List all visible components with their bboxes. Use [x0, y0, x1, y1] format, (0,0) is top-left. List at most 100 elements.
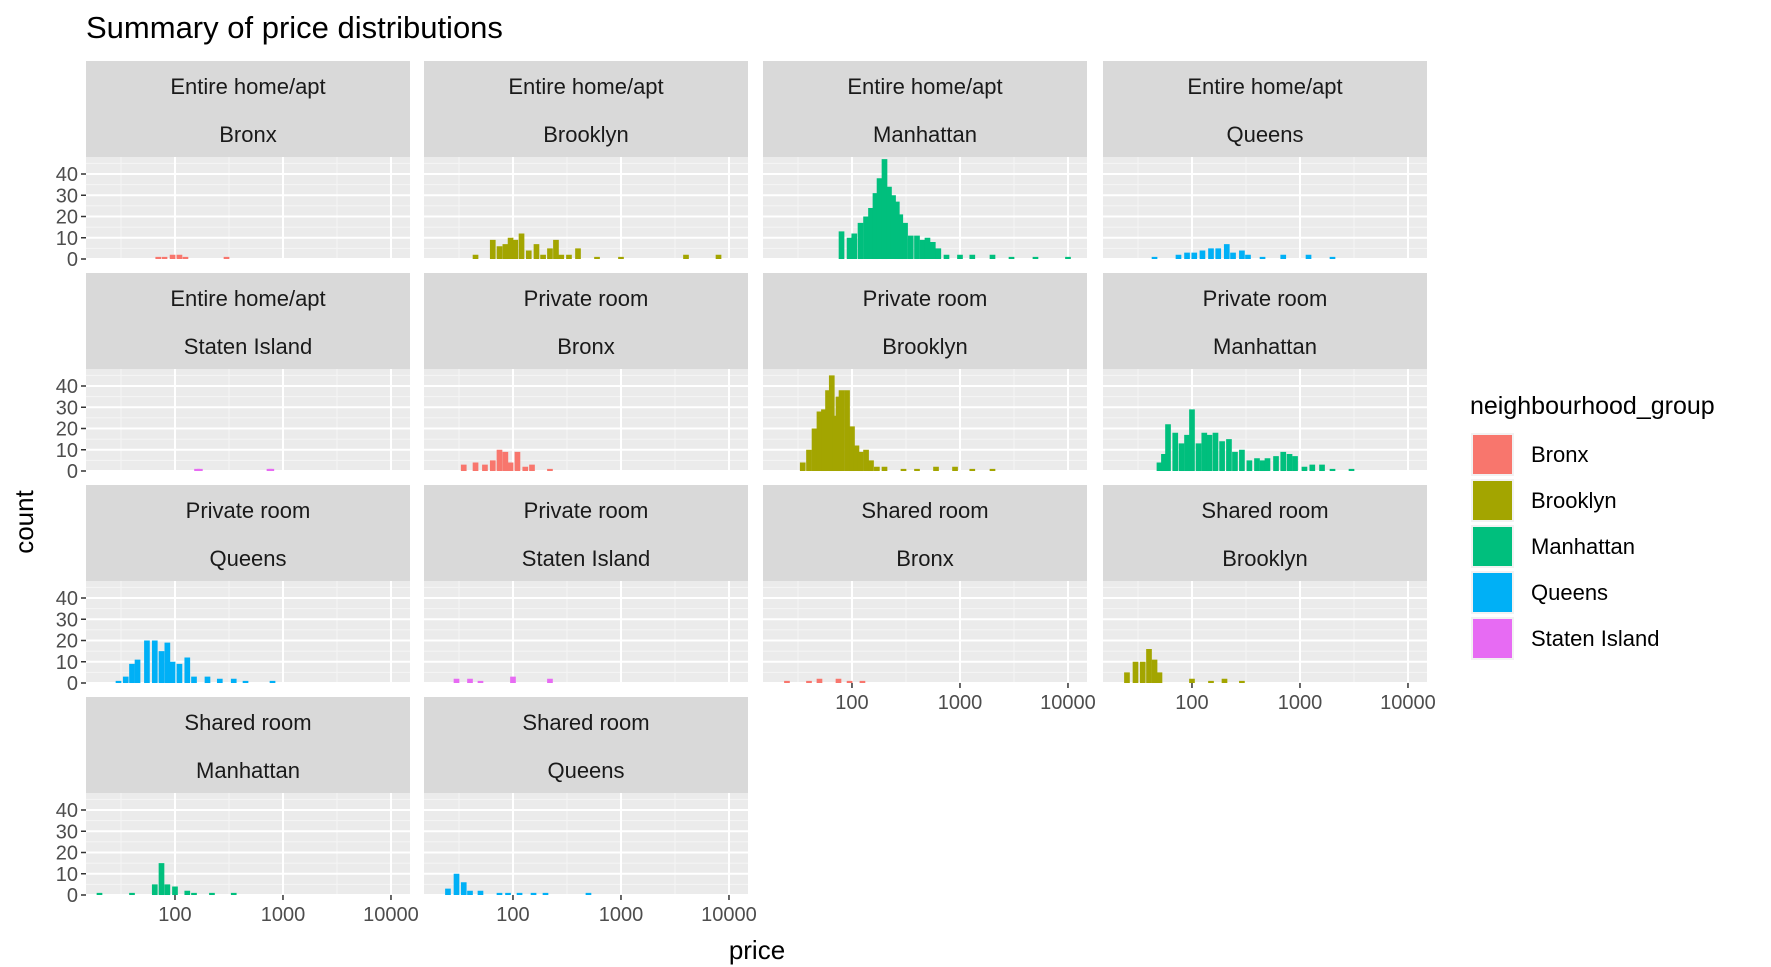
histogram-bar [1230, 252, 1236, 260]
histogram-bar [618, 256, 624, 260]
histogram-bar [846, 237, 853, 259]
histogram-bar [828, 375, 835, 472]
histogram-bar [507, 237, 514, 259]
facet-strip-group: Staten Island [184, 334, 312, 359]
x-tick-label: 10000 [1040, 692, 1096, 714]
panel-background [424, 793, 748, 895]
facet-panel: Entire home/apt Brooklyn [424, 61, 748, 260]
histogram-bar [914, 235, 920, 260]
histogram-bar [1223, 244, 1230, 260]
histogram-bar [924, 237, 931, 259]
histogram-bar [1212, 432, 1219, 471]
y-tick-label: 10 [56, 864, 78, 886]
histogram-bar [874, 466, 880, 471]
legend-label: Staten Island [1531, 626, 1659, 651]
facet-panel: Entire home/apt Queens [1103, 61, 1427, 260]
x-tick-label: 1000 [599, 904, 644, 926]
legend-title: neighbourhood_group [1470, 392, 1715, 420]
histogram-bar [919, 239, 926, 260]
histogram-bar [553, 239, 559, 260]
y-tick-label: 40 [56, 800, 78, 822]
histogram-bar [1348, 468, 1355, 472]
facet-strip-group: Bronx [219, 122, 276, 147]
x-axis-ticks: 100 1000 10000 100 1000 10000 100 1000 10000 100 1… [158, 683, 1436, 926]
histogram-bar [155, 256, 162, 260]
histogram-bar [989, 254, 996, 259]
histogram-bar [477, 890, 484, 895]
chart-title: Summary of price distributions [86, 10, 503, 45]
facet-strip [763, 485, 1087, 581]
y-tick-label: 30 [56, 821, 78, 843]
histogram-bar [529, 464, 535, 472]
histogram-bar [507, 462, 514, 471]
panel-background [763, 581, 1087, 683]
histogram-bar [1191, 252, 1198, 260]
histogram-bar [209, 892, 215, 896]
y-tick-label: 0 [67, 673, 78, 695]
facet-strip [86, 697, 410, 793]
legend-swatch [1473, 619, 1512, 658]
histogram-bar [1165, 424, 1171, 471]
histogram-bar [933, 466, 939, 471]
histogram-bar [853, 445, 860, 471]
histogram-bar [489, 460, 496, 472]
histogram-bar [1305, 254, 1312, 259]
histogram-bar [467, 678, 473, 683]
histogram-bar [1221, 678, 1228, 683]
histogram-bar [863, 216, 869, 259]
histogram-bar [816, 678, 823, 683]
histogram-bar [1139, 661, 1146, 683]
histogram-bar [134, 659, 141, 684]
histogram-bar [204, 676, 211, 684]
facet-strip-room-type: Shared room [522, 710, 649, 735]
histogram-bar [191, 892, 197, 896]
legend-swatch [1473, 481, 1512, 520]
facet-strip [424, 61, 748, 157]
histogram-bar [161, 256, 168, 260]
histogram-bar [935, 248, 942, 260]
histogram-bar [496, 892, 503, 896]
histogram-bar [859, 680, 866, 684]
facet-strip-room-type: Private room [524, 286, 649, 311]
facet-strip-group: Brooklyn [1222, 546, 1308, 571]
histogram-bar [558, 254, 565, 259]
histogram-bar [914, 468, 920, 472]
y-tick-label: 30 [56, 609, 78, 631]
histogram-bar [122, 676, 129, 684]
histogram-bar [683, 254, 689, 259]
facet-panel: Private room Brooklyn [763, 273, 1087, 472]
facet-strip [86, 61, 410, 157]
y-tick-label: 20 [56, 843, 78, 865]
histogram-bar [838, 390, 845, 471]
histogram-bar [489, 239, 496, 260]
histogram-bar [1329, 468, 1336, 472]
panel-background [424, 369, 748, 471]
histogram-bar [1226, 439, 1232, 472]
histogram-bar [1301, 466, 1308, 471]
x-tick-label: 1000 [261, 904, 306, 926]
panel-background [424, 581, 748, 683]
histogram-bar [547, 678, 553, 683]
histogram-bar [1156, 672, 1163, 684]
y-tick-label: 10 [56, 440, 78, 462]
histogram-bar [1215, 248, 1222, 260]
histogram-bar [957, 254, 963, 259]
histogram-bar [1195, 443, 1202, 472]
facet-strip [1103, 485, 1427, 581]
histogram-bar [1151, 659, 1158, 684]
panel-background [1103, 157, 1427, 259]
x-tick-label: 10000 [363, 904, 419, 926]
histogram-bar [900, 468, 907, 472]
histogram-bar [164, 884, 171, 896]
histogram-bar [1239, 680, 1245, 684]
histogram-bar [505, 892, 511, 896]
histogram-bar [1008, 256, 1015, 260]
histogram-bar [969, 468, 976, 472]
x-tick-label: 10000 [701, 904, 757, 926]
legend-label: Brooklyn [1531, 488, 1617, 513]
histogram-bar [1184, 252, 1190, 260]
facet-strip-group: Manhattan [196, 758, 300, 783]
histogram-bar [715, 254, 722, 259]
